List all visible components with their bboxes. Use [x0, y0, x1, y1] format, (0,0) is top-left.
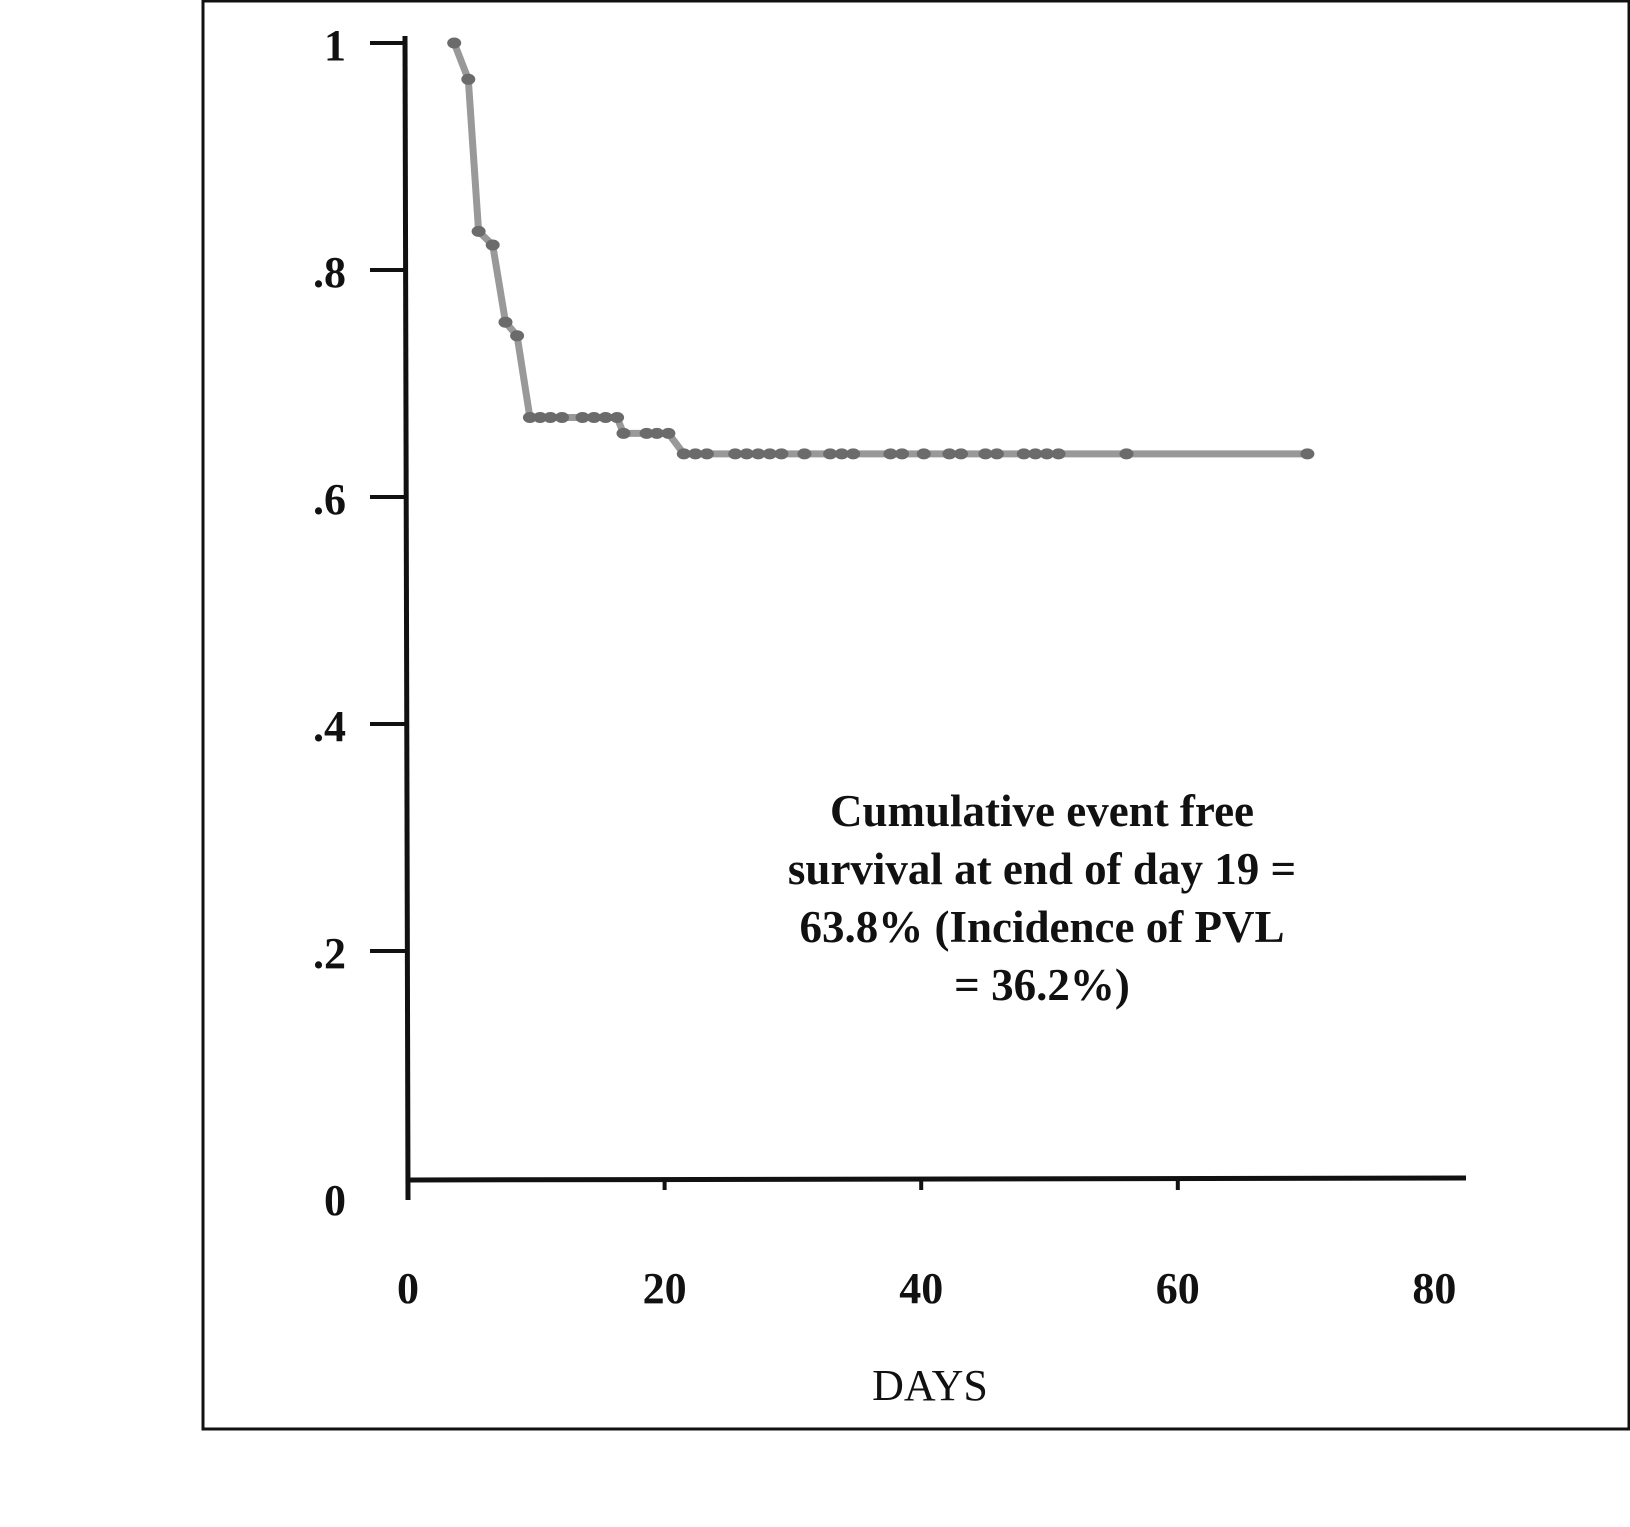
x-tick-label: 20	[643, 1264, 687, 1313]
censor-marker	[616, 427, 631, 439]
censor-marker	[916, 448, 931, 460]
censor-marker	[978, 448, 993, 460]
censor-marker	[1039, 448, 1054, 460]
censor-marker	[1119, 448, 1134, 460]
censor-marker	[661, 427, 676, 439]
annotation-line-2: survival at end of day 19 =	[788, 844, 1296, 894]
y-tick-label: .2	[313, 929, 346, 978]
figure-frame	[201, 0, 1630, 1431]
censor-marker	[1016, 448, 1031, 460]
censor-marker	[797, 448, 812, 460]
censor-marker	[762, 448, 777, 460]
censor-marker	[846, 448, 861, 460]
x-tick-label: 0	[397, 1264, 419, 1313]
y-tick-label: .8	[313, 248, 346, 297]
censor-marker	[1028, 448, 1043, 460]
censor-marker	[834, 448, 849, 460]
y-axis-ticks: 0 .2 .4 .6 .8 1	[313, 21, 406, 1225]
y-tick-label: .4	[313, 702, 346, 751]
censor-marker	[461, 73, 476, 85]
censor-marker	[751, 448, 766, 460]
censor-marker	[883, 448, 898, 460]
censor-marker	[543, 412, 558, 423]
x-axis-line	[407, 1175, 1467, 1183]
y-tick-label: .6	[313, 475, 346, 524]
survival-series	[447, 37, 1315, 460]
y-axis-line	[402, 35, 411, 1201]
censor-marker	[1300, 448, 1315, 460]
censor-marker	[989, 448, 1004, 460]
censor-marker	[699, 448, 714, 460]
x-axis-title: DAYS	[872, 1361, 988, 1410]
y-tick-label: 0	[324, 1176, 346, 1225]
annotation-line-1: Cumulative event free	[830, 786, 1254, 836]
censor-marker	[942, 448, 957, 460]
censor-marker	[895, 448, 909, 460]
censor-marker	[676, 448, 691, 460]
censor-marker	[954, 448, 968, 460]
y-tick-label: 1	[324, 21, 346, 70]
censor-marker	[498, 316, 513, 328]
censor-marker	[649, 427, 664, 439]
x-tick-label: 80	[1412, 1264, 1456, 1313]
x-tick-label: 40	[899, 1264, 943, 1313]
censor-marker	[533, 412, 548, 423]
x-axis-ticks: 0 20 40 60 80	[397, 1178, 1456, 1313]
censor-marker	[728, 448, 743, 460]
censor-marker	[688, 448, 703, 460]
censor-marker	[485, 239, 500, 251]
censor-marker	[587, 412, 601, 423]
annotation-line-3: 63.8% (Incidence of PVL	[800, 902, 1285, 952]
censor-marker	[610, 412, 625, 423]
censor-marker	[522, 412, 537, 423]
censor-marker	[471, 225, 486, 237]
censor-marker	[598, 412, 613, 423]
censor-marker	[1051, 448, 1066, 460]
censor-marker	[639, 427, 654, 439]
censor-marker	[739, 448, 754, 460]
censor-marker	[447, 37, 462, 49]
censor-marker	[555, 412, 569, 423]
censor-marker	[510, 330, 525, 342]
censor-marker	[575, 412, 590, 423]
x-tick-label: 60	[1156, 1264, 1200, 1313]
censor-marker	[774, 448, 789, 460]
annotation-line-4: = 36.2%)	[954, 960, 1130, 1010]
censor-marker	[823, 448, 838, 460]
